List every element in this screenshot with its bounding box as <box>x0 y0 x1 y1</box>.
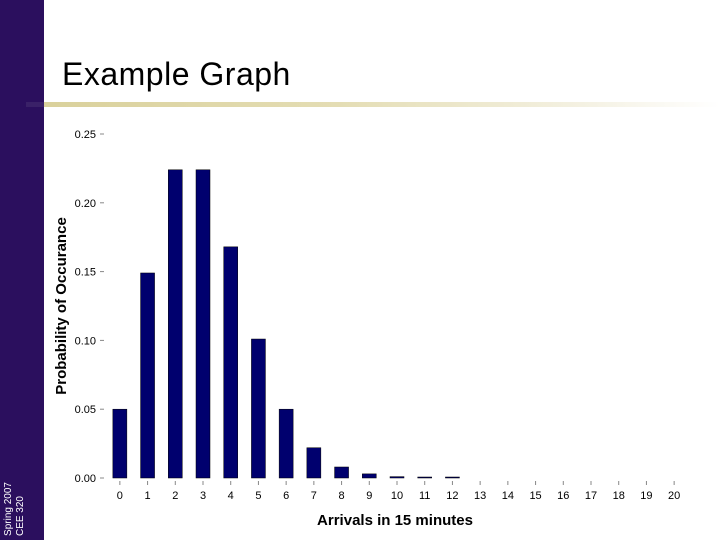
x-tick-label: 3 <box>200 490 206 502</box>
x-tick-label: 17 <box>585 490 597 502</box>
y-tick-label: 0.05 <box>75 404 96 416</box>
slide-title: Example Graph <box>62 56 291 92</box>
x-tick-label: 15 <box>529 490 541 502</box>
title-rule <box>26 102 720 107</box>
y-axis-label: Probability of Occurance <box>53 217 70 395</box>
sidebar-band <box>0 0 44 540</box>
x-tick-label: 1 <box>145 490 151 502</box>
bar-series <box>112 169 460 479</box>
x-tick-label: 7 <box>311 490 317 502</box>
bar <box>362 473 377 479</box>
y-axis: 0.00 0.05 0.10 0.15 0.20 0.25 <box>75 129 104 485</box>
bar <box>223 246 238 479</box>
bar <box>140 272 155 479</box>
x-axis-label: Arrivals in 15 minutes <box>317 512 473 529</box>
bar <box>417 476 432 479</box>
title-rule-accent <box>26 102 44 107</box>
x-tick-label: 16 <box>557 490 569 502</box>
bar <box>306 447 322 479</box>
x-tick-label: 14 <box>502 490 514 502</box>
y-tick-label: 0.10 <box>75 335 96 347</box>
bar <box>195 169 211 479</box>
bar <box>334 466 349 479</box>
x-tick-label: 11 <box>419 490 430 502</box>
bar <box>278 408 294 479</box>
x-tick-label: 12 <box>446 490 458 502</box>
x-tick-label: 18 <box>613 490 625 502</box>
x-tick-label: 6 <box>283 490 289 502</box>
x-tick-label: 20 <box>668 490 680 502</box>
x-tick-label: 8 <box>339 490 345 502</box>
bar <box>112 408 128 479</box>
bar <box>251 338 266 479</box>
bar <box>389 476 405 479</box>
x-tick-label: 0 <box>117 490 123 502</box>
y-tick-label: 0.00 <box>75 473 96 485</box>
x-tick-label: 2 <box>172 490 178 502</box>
x-tick-label: 9 <box>366 490 372 502</box>
y-tick-label: 0.20 <box>75 198 96 210</box>
x-tick-label: 4 <box>228 490 234 502</box>
x-tick-label: 13 <box>474 490 486 502</box>
bar <box>168 169 183 479</box>
x-tick-label: 19 <box>640 490 652 502</box>
x-tick-label: 10 <box>391 490 403 502</box>
x-tick-label: 5 <box>255 490 261 502</box>
y-tick-label: 0.25 <box>75 129 96 141</box>
x-axis: 0 1 2 3 4 5 6 7 8 9 10 11 12 13 14 15 16 17 18 19 20 <box>117 481 680 502</box>
y-tick-label: 0.15 <box>75 267 96 279</box>
bar <box>445 476 460 479</box>
